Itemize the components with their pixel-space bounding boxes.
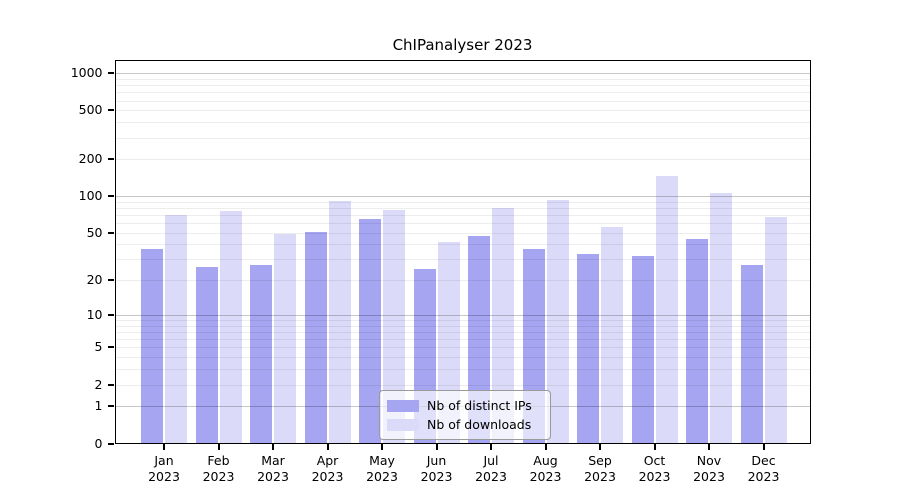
y-tick-mark: [107, 279, 114, 282]
x-tick-mark: [163, 443, 165, 450]
bar-jan-ips: [141, 248, 163, 444]
bar-oct-ips: [631, 256, 654, 444]
x-tick-mark: [599, 443, 601, 450]
bar-sep-downloads: [601, 226, 623, 444]
bar-mar-downloads: [274, 233, 296, 444]
x-tick-mark: [381, 443, 383, 450]
x-tick-mark: [217, 443, 220, 450]
y-tick-mark: [107, 313, 114, 316]
y-tick-label: 20: [86, 272, 103, 288]
y-tick-mark: [107, 405, 114, 408]
bar-jul-downloads: [492, 207, 514, 444]
x-tick-mark: [326, 443, 329, 450]
gridline-minor: [114, 207, 811, 209]
bar-sep-ips: [577, 254, 599, 444]
gridline-major: [114, 196, 811, 198]
y-tick-label: 200: [78, 151, 103, 167]
bar-apr-ips: [304, 231, 327, 444]
gridline-minor: [114, 85, 811, 87]
x-tick-label-aug: Aug 2023: [529, 452, 562, 484]
y-tick-label: 50: [86, 224, 103, 240]
legend: Nb of distinct IPs Nb of downloads: [379, 390, 551, 440]
x-tick-label-apr: Apr 2023: [311, 452, 344, 484]
bar-feb-downloads: [219, 211, 242, 444]
y-tick-label: 10: [86, 306, 103, 322]
y-tick-label: 5: [94, 339, 103, 355]
x-tick-label-jan: Jan 2023: [148, 452, 180, 484]
bar-aug-downloads: [546, 199, 569, 444]
bar-may-ips: [359, 218, 381, 444]
gridline-minor: [114, 100, 811, 102]
gridline-minor: [114, 137, 811, 139]
y-tick-mark: [107, 109, 114, 112]
y-tick-mark: [107, 72, 114, 75]
x-tick-mark: [272, 443, 274, 450]
gridline-major: [114, 73, 811, 75]
bar-mar-ips: [250, 264, 272, 444]
legend-label-distinct-ips: Nb of distinct IPs: [427, 398, 532, 413]
gridline-minor: [114, 159, 811, 161]
legend-entry-distinct-ips: Nb of distinct IPs: [387, 396, 541, 415]
x-tick-label-feb: Feb 2023: [202, 452, 235, 484]
x-tick-mark: [653, 443, 656, 450]
y-tick-mark: [107, 195, 114, 198]
bar-may-downloads: [383, 209, 405, 444]
gridline-minor: [114, 122, 811, 124]
y-tick-mark: [107, 383, 114, 386]
y-tick-mark: [107, 231, 114, 234]
x-tick-mark: [708, 443, 710, 450]
x-tick-label-mar: Mar 2023: [257, 452, 289, 484]
y-tick-mark: [107, 346, 114, 349]
y-tick-label: 500: [78, 102, 103, 118]
y-tick-mark: [107, 158, 114, 161]
y-tick-label: 100: [78, 188, 103, 204]
legend-label-downloads: Nb of downloads: [427, 417, 532, 432]
x-tick-mark: [544, 443, 547, 450]
y-tick-label: 1000: [70, 65, 103, 81]
x-tick-mark: [762, 443, 765, 450]
bar-feb-ips: [195, 266, 218, 444]
x-tick-mark: [435, 443, 438, 450]
bar-dec-downloads: [764, 216, 787, 444]
x-tick-label-nov: Nov 2023: [693, 452, 725, 484]
x-tick-mark: [490, 443, 492, 450]
y-tick-label: 1: [94, 398, 103, 414]
legend-swatch-downloads: [387, 418, 419, 431]
x-tick-label-jul: Jul 2023: [475, 452, 507, 484]
y-tick-mark: [107, 442, 114, 445]
x-tick-label-dec: Dec 2023: [747, 452, 780, 484]
chart-title: ChIPanalyser 2023: [392, 36, 533, 54]
x-tick-label-oct: Oct 2023: [638, 452, 671, 484]
bar-jan-downloads: [165, 215, 187, 444]
bar-nov-ips: [686, 239, 708, 444]
gridline-minor: [114, 201, 811, 203]
bar-oct-downloads: [655, 176, 678, 444]
y-tick-label: 2: [94, 376, 103, 392]
x-tick-label-may: May 2023: [366, 452, 398, 484]
x-tick-label-jun: Jun 2023: [420, 452, 453, 484]
y-tick-label: 0: [94, 435, 103, 451]
legend-swatch-distinct-ips: [387, 399, 419, 412]
gridline-minor: [114, 78, 811, 80]
bar-nov-downloads: [710, 192, 732, 444]
bar-apr-downloads: [328, 201, 351, 444]
x-tick-label-sep: Sep 2023: [584, 452, 616, 484]
bar-dec-ips: [740, 264, 763, 444]
gridline-minor: [114, 110, 811, 112]
legend-entry-downloads: Nb of downloads: [387, 415, 541, 434]
gridline-minor: [114, 92, 811, 94]
